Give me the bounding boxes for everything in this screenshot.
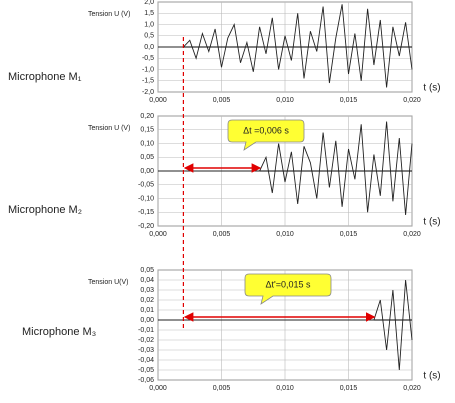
y-tick-label: -0,05 bbox=[138, 367, 154, 374]
y-tick-label: 0,00 bbox=[140, 168, 154, 175]
y-tick-label: -0,15 bbox=[138, 209, 154, 216]
microphone-label: Microphone M₂ bbox=[8, 204, 82, 216]
y-axis-label: Tension U (V) bbox=[88, 125, 130, 132]
y-tick-label: 0,0 bbox=[144, 44, 154, 51]
y-tick-label: -1,5 bbox=[142, 78, 154, 85]
microphone-label: Microphone M₃ bbox=[22, 326, 96, 338]
microphone-label: Microphone M₁ bbox=[8, 71, 82, 83]
y-tick-label: 0,02 bbox=[140, 297, 154, 304]
y-tick-label: 0,20 bbox=[140, 113, 154, 120]
y-tick-label: 0,04 bbox=[140, 277, 154, 284]
callout bbox=[244, 273, 332, 305]
y-tick-label: 0,03 bbox=[140, 287, 154, 294]
y-tick-label: -1,0 bbox=[142, 66, 154, 73]
y-tick-label: 0,05 bbox=[140, 154, 154, 161]
y-tick-label: 0,05 bbox=[140, 267, 154, 274]
y-tick-label: -0,03 bbox=[138, 347, 154, 354]
x-tick-label: 0,000 bbox=[149, 231, 167, 238]
y-tick-label: -0,05 bbox=[138, 182, 154, 189]
y-axis-label: Tension U (V) bbox=[88, 11, 130, 18]
x-tick-label: 0,020 bbox=[403, 97, 421, 104]
x-tick-label: 0,010 bbox=[276, 97, 294, 104]
x-tick-label: 0,015 bbox=[340, 97, 358, 104]
x-tick-label: 0,020 bbox=[403, 231, 421, 238]
y-tick-label: 0,01 bbox=[140, 307, 154, 314]
y-tick-label: 0,5 bbox=[144, 33, 154, 40]
y-tick-label: 0,00 bbox=[140, 317, 154, 324]
y-tick-label: -0,10 bbox=[138, 195, 154, 202]
y-tick-label: -0,5 bbox=[142, 55, 154, 62]
x-axis-label: t (s) bbox=[423, 217, 440, 228]
y-tick-label: -0,04 bbox=[138, 357, 154, 364]
x-tick-label: 0,005 bbox=[213, 231, 231, 238]
x-axis-label: t (s) bbox=[423, 83, 440, 94]
y-tick-label: 2,0 bbox=[144, 0, 154, 6]
y-tick-label: 1,5 bbox=[144, 10, 154, 17]
y-tick-label: -0,06 bbox=[138, 377, 154, 384]
y-tick-label: 0,10 bbox=[140, 140, 154, 147]
callout bbox=[227, 119, 305, 151]
x-tick-label: 0,015 bbox=[340, 231, 358, 238]
y-tick-label: 0,15 bbox=[140, 127, 154, 134]
y-tick-label: -0,02 bbox=[138, 337, 154, 344]
y-tick-label: -0,20 bbox=[138, 223, 154, 230]
y-tick-label: -2,0 bbox=[142, 89, 154, 96]
y-tick-label: -0,01 bbox=[138, 327, 154, 334]
x-tick-label: 0,000 bbox=[149, 385, 167, 392]
x-tick-label: 0,010 bbox=[276, 231, 294, 238]
x-axis-label: t (s) bbox=[423, 371, 440, 382]
x-tick-label: 0,015 bbox=[340, 385, 358, 392]
signal-line bbox=[158, 4, 413, 88]
x-tick-label: 0,000 bbox=[149, 97, 167, 104]
y-axis-label: Tension U(V) bbox=[88, 279, 128, 286]
annotation: Δt'=0,015 s bbox=[265, 279, 311, 289]
x-tick-label: 0,010 bbox=[276, 385, 294, 392]
x-tick-label: 0,005 bbox=[213, 385, 231, 392]
annotation: Δt =0,006 s bbox=[243, 125, 289, 135]
x-tick-label: 0,005 bbox=[213, 97, 231, 104]
x-tick-label: 0,020 bbox=[403, 385, 421, 392]
y-tick-label: 1,0 bbox=[144, 21, 154, 28]
